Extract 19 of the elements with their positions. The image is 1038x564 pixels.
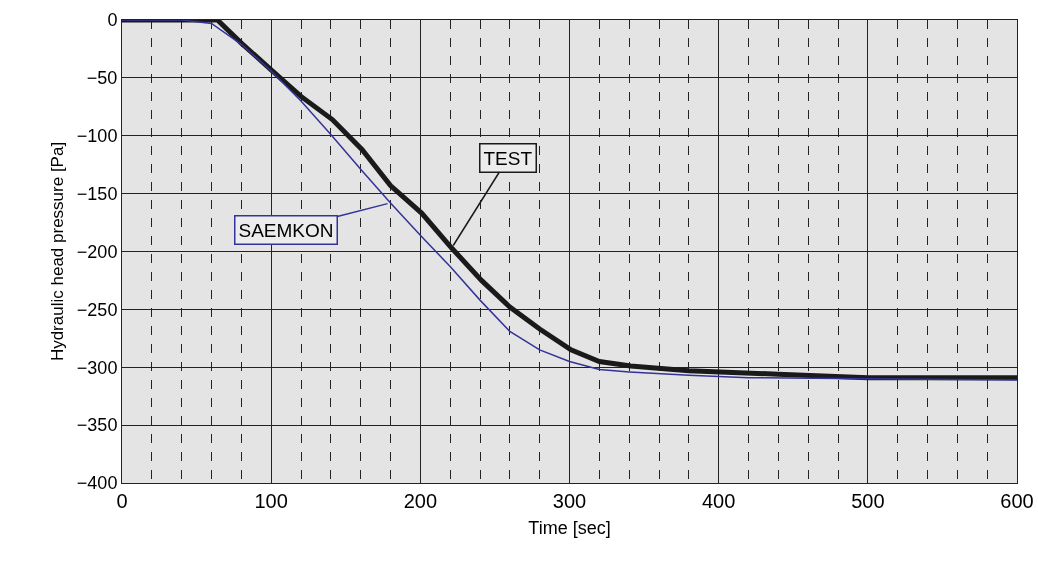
y-tick-label: −200 [76, 241, 118, 262]
x-tick-label: 600 [1000, 490, 1034, 512]
y-tick-label: −150 [76, 183, 118, 204]
y-tick-label: −300 [76, 357, 118, 378]
x-tick-label: 300 [552, 490, 587, 512]
y-tick-label: −350 [76, 415, 118, 436]
x-tick-label: 500 [851, 490, 885, 512]
y-axis-title: Hydraulic head pressure [Pa] [48, 141, 68, 362]
x-tick-label: 100 [254, 490, 288, 512]
y-tick-label: −100 [76, 126, 118, 147]
y-tick-label: −250 [76, 299, 118, 320]
x-tick-label: 400 [701, 490, 736, 512]
text: TEST [483, 147, 533, 169]
text: SAEMKON [238, 219, 334, 241]
x-tick-label: 200 [403, 490, 438, 512]
y-tick-label: 0 [107, 10, 118, 31]
y-tick-label: −50 [86, 68, 118, 89]
x-axis-title: Time [sec] [528, 518, 611, 539]
y-tick-label: −400 [76, 473, 118, 494]
